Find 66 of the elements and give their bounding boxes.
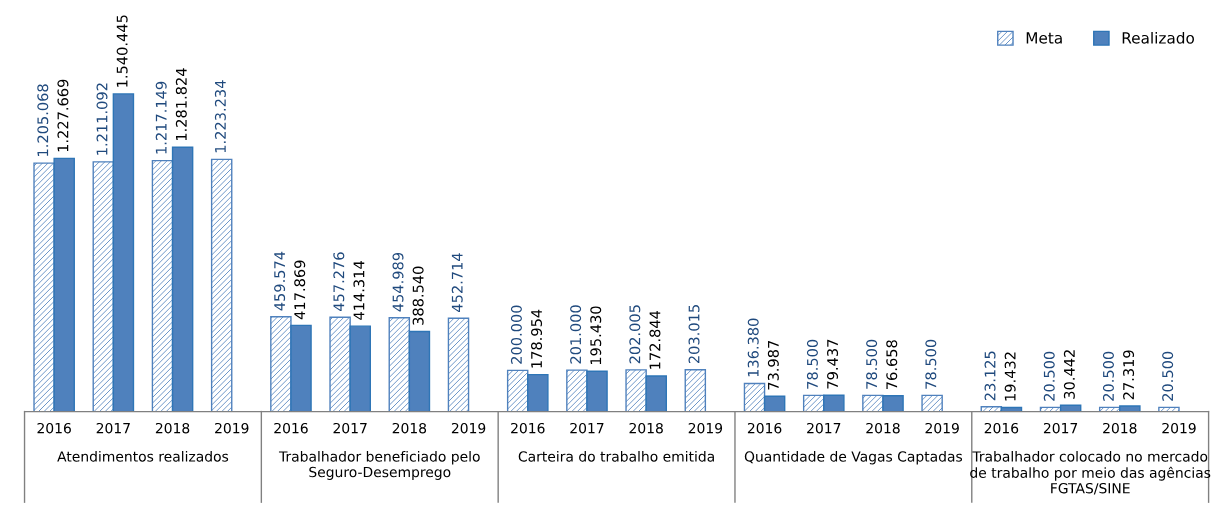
data-label: 459.574 bbox=[274, 251, 286, 311]
data-label: 20.500 bbox=[1102, 351, 1114, 401]
x-tick-label: 2019 bbox=[925, 422, 959, 434]
x-tick-label: 2017 bbox=[96, 422, 130, 434]
data-label: 76.658 bbox=[886, 340, 898, 390]
data-label: 1.205.068 bbox=[37, 84, 49, 156]
data-label: 202.005 bbox=[629, 305, 641, 364]
data-label: 172.844 bbox=[649, 310, 661, 369]
data-label: 1.540.445 bbox=[116, 15, 128, 87]
data-label: 78.500 bbox=[866, 339, 878, 389]
data-label: 1.227.669 bbox=[57, 79, 69, 152]
x-tick-label: 2019 bbox=[688, 422, 723, 434]
data-label: 30.442 bbox=[1063, 350, 1075, 399]
x-tick-label: 2019 bbox=[451, 422, 486, 434]
data-label: 388.540 bbox=[412, 266, 424, 325]
data-label: 78.500 bbox=[806, 339, 818, 389]
bar bbox=[447, 317, 470, 412]
bar bbox=[210, 158, 233, 412]
data-label: 414.314 bbox=[353, 261, 365, 320]
x-tick-label: 2018 bbox=[866, 422, 900, 434]
data-label: 178.954 bbox=[531, 309, 543, 368]
data-label: 20.500 bbox=[1162, 351, 1174, 401]
data-label: 417.869 bbox=[294, 260, 306, 320]
data-label: 73.987 bbox=[767, 340, 779, 390]
data-label: 200.000 bbox=[510, 305, 522, 364]
data-label: 452.714 bbox=[451, 253, 463, 312]
data-label: 23.125 bbox=[984, 351, 996, 401]
data-label: 27.319 bbox=[1123, 350, 1135, 400]
x-tick-label: 2017 bbox=[570, 422, 604, 434]
data-label: 136.380 bbox=[747, 318, 759, 377]
bar bbox=[921, 394, 943, 412]
data-label: 457.276 bbox=[333, 252, 345, 312]
data-label: 203.015 bbox=[688, 305, 700, 364]
x-tick-label: 2017 bbox=[807, 422, 841, 434]
legend-label: Meta bbox=[1026, 32, 1062, 44]
x-tick-label: 2018 bbox=[155, 422, 190, 434]
data-label: 19.432 bbox=[1004, 352, 1016, 401]
data-label: 78.500 bbox=[925, 339, 937, 389]
text: Trabalhador colocado no mercado de trabalho por meio das agências FGTAS/SINE bbox=[970, 450, 1211, 495]
data-label: 1.281.824 bbox=[175, 68, 187, 141]
x-tick-label: 2018 bbox=[392, 422, 427, 434]
x-tick-label: 2019 bbox=[1162, 422, 1196, 434]
data-label: 79.437 bbox=[827, 339, 839, 389]
x-tick-label: 2018 bbox=[1103, 422, 1137, 434]
text: Trabalhador beneficiado pelo Seguro-Desemprego bbox=[278, 450, 480, 480]
x-tick-label: 2016 bbox=[747, 422, 782, 434]
text: Atendimentos realizados bbox=[57, 450, 229, 462]
x-tick-label: 2018 bbox=[629, 422, 663, 434]
data-label: 454.989 bbox=[392, 252, 404, 312]
data-label: 201.000 bbox=[570, 305, 582, 364]
x-tick-label: 2017 bbox=[333, 422, 367, 434]
data-label: 1.223.234 bbox=[214, 80, 226, 153]
x-tick-label: 2016 bbox=[37, 422, 71, 434]
bar bbox=[684, 369, 707, 412]
data-label: 195.430 bbox=[590, 306, 602, 365]
data-label: 1.211.092 bbox=[96, 83, 108, 155]
x-tick-label: 2016 bbox=[274, 422, 308, 434]
text: Carteira do trabalho emitida bbox=[518, 450, 714, 462]
text: Quantidade de Vagas Captadas bbox=[744, 450, 963, 465]
x-tick-label: 2017 bbox=[1043, 422, 1078, 434]
legend-label: Realizado bbox=[1122, 31, 1195, 44]
x-tick-label: 2016 bbox=[984, 422, 1019, 434]
data-label: 1.217.149 bbox=[155, 81, 167, 154]
data-label: 20.500 bbox=[1043, 351, 1055, 401]
x-tick-label: 2019 bbox=[215, 422, 249, 434]
x-tick-label: 2016 bbox=[511, 422, 545, 434]
